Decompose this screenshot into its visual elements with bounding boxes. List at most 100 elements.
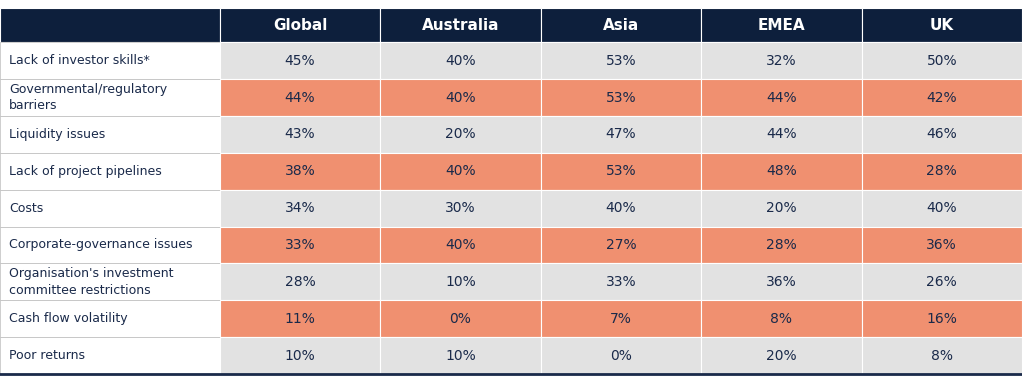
FancyBboxPatch shape: [701, 116, 862, 153]
Text: 40%: 40%: [927, 201, 957, 215]
Text: 34%: 34%: [285, 201, 315, 215]
Text: 46%: 46%: [926, 127, 958, 142]
FancyBboxPatch shape: [541, 79, 701, 116]
FancyBboxPatch shape: [0, 227, 220, 263]
Text: 53%: 53%: [606, 91, 636, 105]
Text: Poor returns: Poor returns: [9, 349, 85, 362]
Text: Cash flow volatility: Cash flow volatility: [9, 312, 128, 325]
Text: 44%: 44%: [766, 127, 796, 142]
Text: Costs: Costs: [9, 201, 44, 215]
FancyBboxPatch shape: [380, 263, 541, 300]
Text: 28%: 28%: [284, 275, 316, 289]
Text: 27%: 27%: [606, 238, 636, 252]
FancyBboxPatch shape: [0, 79, 220, 116]
FancyBboxPatch shape: [220, 8, 380, 42]
FancyBboxPatch shape: [701, 300, 862, 337]
FancyBboxPatch shape: [0, 300, 220, 337]
Text: 8%: 8%: [931, 348, 953, 363]
FancyBboxPatch shape: [541, 8, 701, 42]
Text: Governmental/regulatory
barriers: Governmental/regulatory barriers: [9, 83, 168, 113]
Text: 28%: 28%: [765, 238, 797, 252]
Text: 10%: 10%: [445, 348, 476, 363]
FancyBboxPatch shape: [0, 263, 220, 300]
FancyBboxPatch shape: [220, 42, 380, 79]
Text: 16%: 16%: [926, 312, 958, 326]
FancyBboxPatch shape: [0, 190, 220, 227]
FancyBboxPatch shape: [380, 79, 541, 116]
FancyBboxPatch shape: [541, 337, 701, 374]
FancyBboxPatch shape: [380, 337, 541, 374]
FancyBboxPatch shape: [862, 116, 1022, 153]
FancyBboxPatch shape: [701, 8, 862, 42]
FancyBboxPatch shape: [862, 300, 1022, 337]
FancyBboxPatch shape: [380, 300, 541, 337]
Text: 20%: 20%: [446, 127, 475, 142]
FancyBboxPatch shape: [862, 337, 1022, 374]
Text: 32%: 32%: [766, 54, 796, 68]
FancyBboxPatch shape: [220, 190, 380, 227]
Text: 50%: 50%: [927, 54, 957, 68]
FancyBboxPatch shape: [380, 8, 541, 42]
Text: 44%: 44%: [285, 91, 315, 105]
Text: 40%: 40%: [446, 54, 475, 68]
Text: 38%: 38%: [284, 164, 316, 178]
FancyBboxPatch shape: [0, 337, 220, 374]
Text: 43%: 43%: [285, 127, 315, 142]
FancyBboxPatch shape: [220, 300, 380, 337]
Text: 20%: 20%: [766, 201, 796, 215]
Text: 30%: 30%: [446, 201, 475, 215]
Text: Global: Global: [273, 18, 327, 33]
FancyBboxPatch shape: [541, 190, 701, 227]
FancyBboxPatch shape: [220, 227, 380, 263]
Text: Liquidity issues: Liquidity issues: [9, 128, 105, 141]
FancyBboxPatch shape: [862, 79, 1022, 116]
Text: 40%: 40%: [606, 201, 636, 215]
FancyBboxPatch shape: [220, 116, 380, 153]
FancyBboxPatch shape: [0, 42, 220, 79]
Text: 0%: 0%: [450, 312, 471, 326]
FancyBboxPatch shape: [380, 227, 541, 263]
Text: 26%: 26%: [926, 275, 958, 289]
Text: 47%: 47%: [606, 127, 636, 142]
FancyBboxPatch shape: [380, 190, 541, 227]
Text: 44%: 44%: [766, 91, 796, 105]
FancyBboxPatch shape: [220, 153, 380, 190]
FancyBboxPatch shape: [541, 116, 701, 153]
FancyBboxPatch shape: [220, 337, 380, 374]
Text: UK: UK: [930, 18, 954, 33]
FancyBboxPatch shape: [541, 153, 701, 190]
Text: 11%: 11%: [284, 312, 316, 326]
FancyBboxPatch shape: [862, 263, 1022, 300]
FancyBboxPatch shape: [0, 8, 220, 42]
FancyBboxPatch shape: [862, 8, 1022, 42]
FancyBboxPatch shape: [220, 263, 380, 300]
Text: 33%: 33%: [606, 275, 636, 289]
Text: 0%: 0%: [610, 348, 632, 363]
Text: 36%: 36%: [926, 238, 958, 252]
Text: 53%: 53%: [606, 164, 636, 178]
FancyBboxPatch shape: [380, 42, 541, 79]
Text: 40%: 40%: [446, 164, 475, 178]
FancyBboxPatch shape: [380, 116, 541, 153]
FancyBboxPatch shape: [541, 263, 701, 300]
FancyBboxPatch shape: [701, 79, 862, 116]
FancyBboxPatch shape: [701, 190, 862, 227]
FancyBboxPatch shape: [380, 153, 541, 190]
FancyBboxPatch shape: [541, 227, 701, 263]
FancyBboxPatch shape: [701, 153, 862, 190]
Text: Australia: Australia: [422, 18, 499, 33]
Text: 28%: 28%: [926, 164, 958, 178]
FancyBboxPatch shape: [0, 116, 220, 153]
FancyBboxPatch shape: [0, 153, 220, 190]
Text: 10%: 10%: [284, 348, 316, 363]
FancyBboxPatch shape: [701, 227, 862, 263]
Text: 40%: 40%: [446, 238, 475, 252]
Text: 42%: 42%: [927, 91, 957, 105]
FancyBboxPatch shape: [862, 42, 1022, 79]
Text: 48%: 48%: [765, 164, 797, 178]
Text: 7%: 7%: [610, 312, 632, 326]
FancyBboxPatch shape: [701, 337, 862, 374]
Text: 20%: 20%: [766, 348, 796, 363]
Text: Asia: Asia: [603, 18, 639, 33]
Text: Lack of investor skills*: Lack of investor skills*: [9, 54, 150, 67]
